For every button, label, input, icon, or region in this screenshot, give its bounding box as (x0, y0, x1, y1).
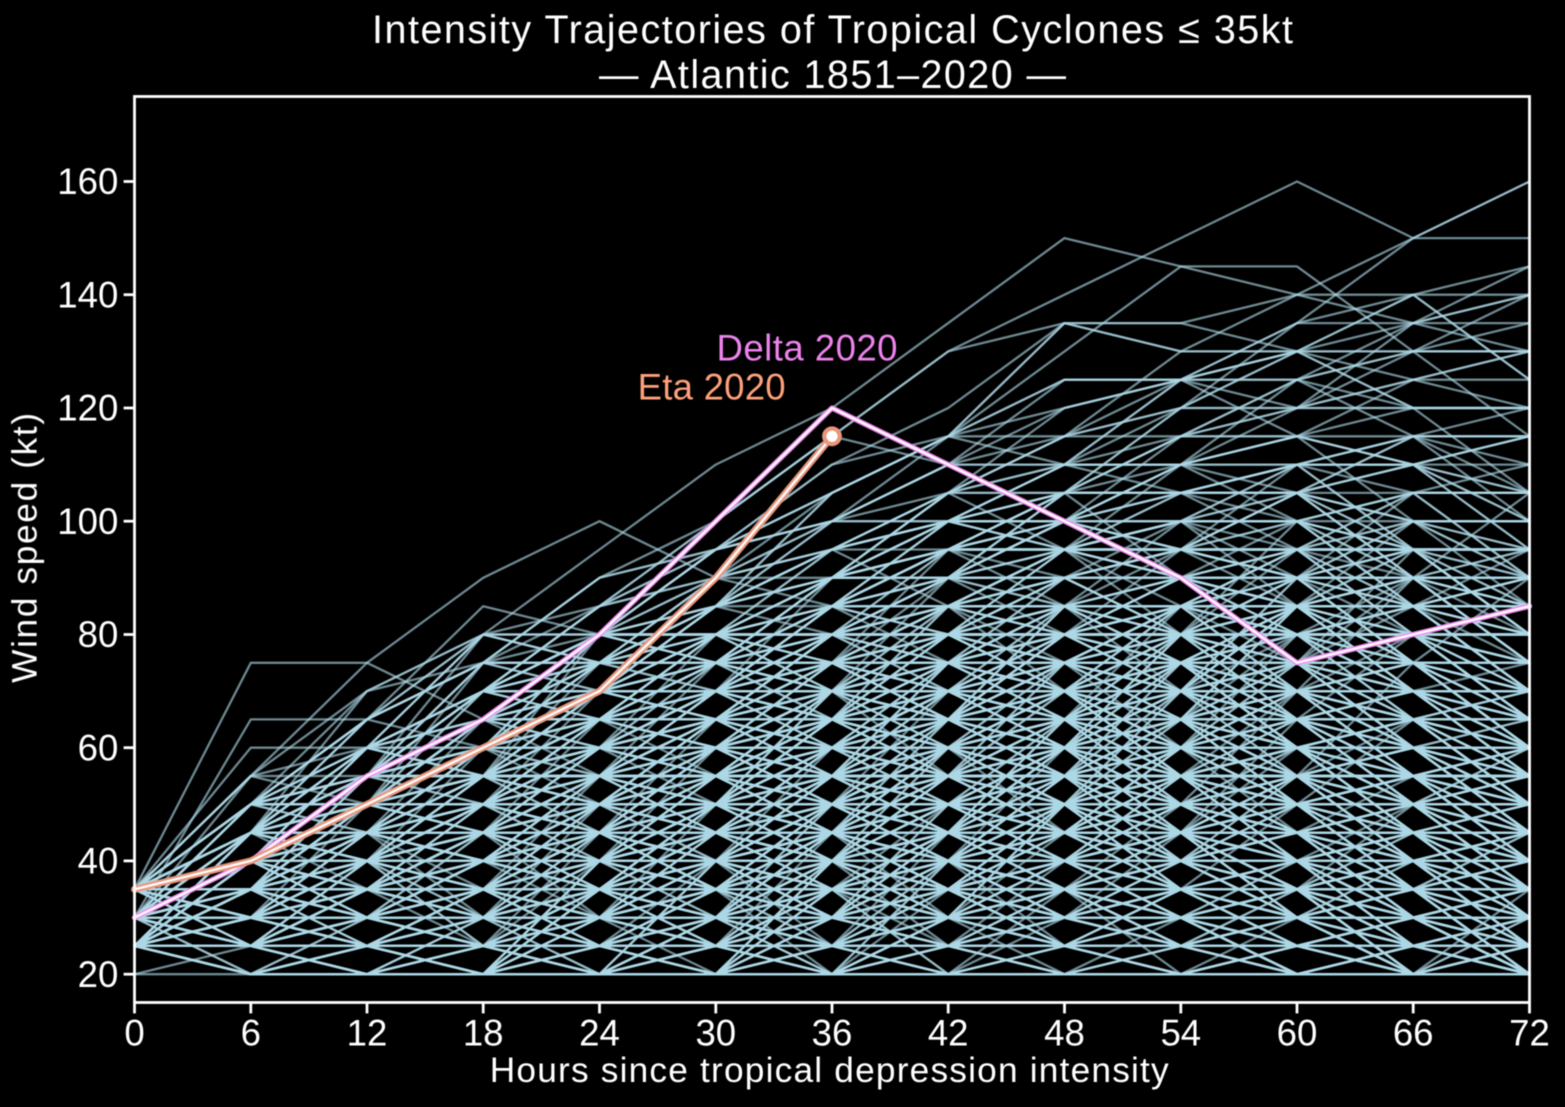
svg-text:Eta 2020: Eta 2020 (638, 367, 786, 408)
svg-text:20: 20 (78, 954, 119, 995)
svg-text:40: 40 (78, 841, 119, 882)
svg-text:6: 6 (241, 1013, 261, 1054)
svg-text:18: 18 (463, 1013, 504, 1054)
svg-text:0: 0 (124, 1013, 144, 1054)
svg-text:42: 42 (928, 1013, 969, 1054)
svg-text:Intensity Trajectories of Trop: Intensity Trajectories of Tropical Cyclo… (372, 8, 1293, 52)
svg-text:24: 24 (579, 1013, 620, 1054)
svg-text:12: 12 (347, 1013, 388, 1054)
svg-text:72: 72 (1509, 1013, 1550, 1054)
svg-text:— Atlantic 1851–2020 —: — Atlantic 1851–2020 — (599, 53, 1067, 97)
svg-text:36: 36 (812, 1013, 853, 1054)
svg-text:160: 160 (57, 161, 118, 202)
svg-text:Delta 2020: Delta 2020 (717, 327, 898, 368)
svg-text:30: 30 (695, 1013, 736, 1054)
svg-text:60: 60 (78, 727, 119, 768)
svg-text:100: 100 (57, 501, 118, 542)
svg-text:80: 80 (78, 614, 119, 655)
svg-text:Wind speed (kt): Wind speed (kt) (6, 413, 45, 683)
svg-text:Hours since tropical depressio: Hours since tropical depression intensit… (490, 1051, 1169, 1090)
svg-text:140: 140 (57, 274, 118, 315)
svg-text:48: 48 (1044, 1013, 1085, 1054)
svg-text:66: 66 (1393, 1013, 1434, 1054)
svg-text:60: 60 (1277, 1013, 1318, 1054)
svg-text:54: 54 (1160, 1013, 1201, 1054)
svg-text:120: 120 (57, 388, 118, 429)
